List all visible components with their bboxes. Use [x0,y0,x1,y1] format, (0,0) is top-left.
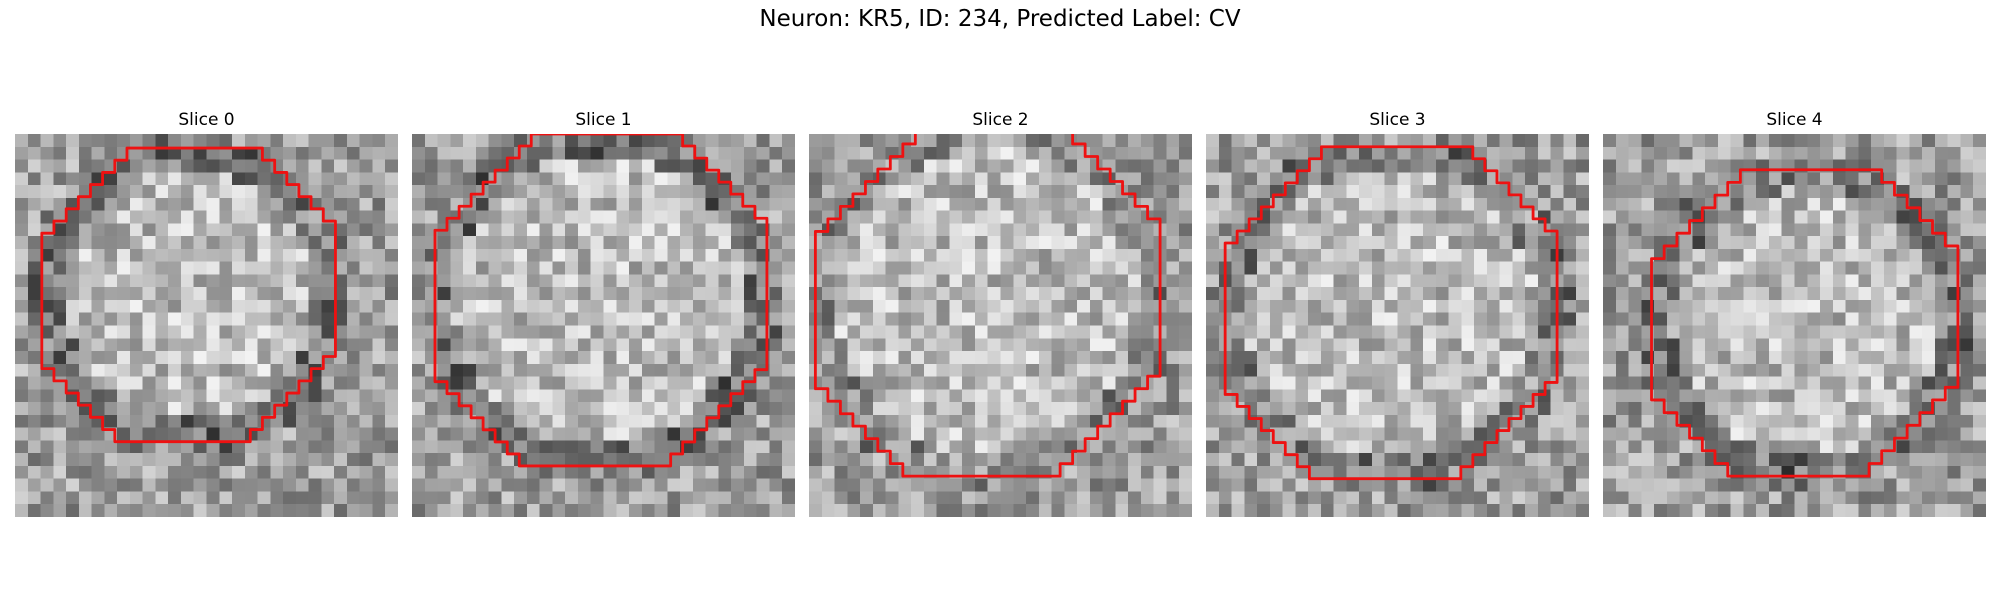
slice-title-0: Slice 0 [178,110,235,130]
slice-panel-4: Slice 4 [1603,110,1986,520]
slice-image-3 [1206,134,1589,517]
segmentation-contour-3 [1223,145,1559,481]
slice-title-3: Slice 3 [1369,110,1426,130]
slice-title-4: Slice 4 [1766,110,1823,130]
slice-image-1 [412,134,795,517]
slice-image-4 [1603,134,1986,517]
slice-image-0 [15,134,398,517]
figure-title: Neuron: KR5, ID: 234, Predicted Label: C… [759,6,1241,32]
segmentation-contour-1 [433,134,769,468]
slice-title-2: Slice 2 [972,110,1029,130]
slice-panel-3: Slice 3 [1206,110,1589,520]
slice-title-1: Slice 1 [575,110,632,130]
slice-panel-0: Slice 0 [15,110,398,520]
slice-image-2 [809,134,1192,517]
segmentation-contour-0 [40,146,337,444]
segmentation-contour-4 [1650,168,1960,478]
segmentation-contour-2 [813,134,1162,478]
slice-panel-1: Slice 1 [412,110,795,520]
slice-panel-2: Slice 2 [809,110,1192,520]
